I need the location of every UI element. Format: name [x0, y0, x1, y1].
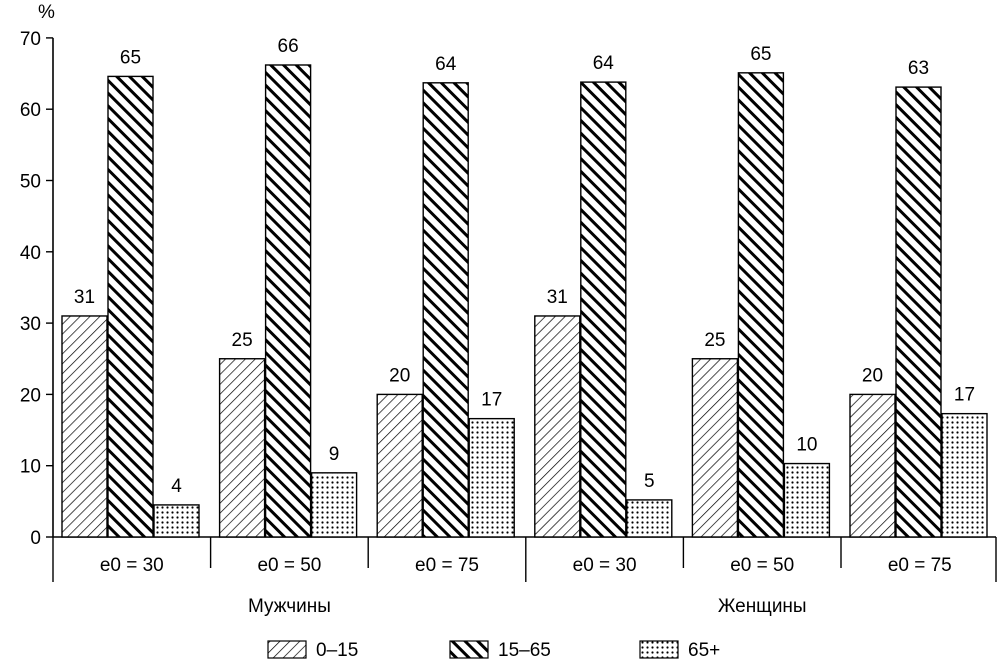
bar-series-0 — [376, 393, 423, 538]
data-label: 65 — [120, 47, 141, 68]
x-tick-label: e0 = 75 — [888, 555, 952, 576]
y-tick-label: 70 — [20, 29, 41, 50]
bar-series-0 — [691, 358, 739, 538]
data-label: 64 — [593, 53, 615, 74]
group-label: Женщины — [718, 596, 807, 617]
data-label: 65 — [750, 44, 771, 65]
bar-series-0 — [534, 315, 581, 538]
bar-series-1 — [107, 75, 154, 538]
y-tick-label: 10 — [20, 457, 41, 478]
y-tick-label: 60 — [20, 100, 41, 121]
y-axis-label: % — [38, 2, 55, 23]
bar-series-2 — [468, 417, 515, 538]
group-label: Мужчины — [248, 596, 331, 617]
legend-swatch-0 — [267, 640, 307, 659]
bar-series-2 — [153, 504, 200, 538]
x-tick-label: e0 = 75 — [415, 555, 479, 576]
bar-series-2 — [941, 412, 988, 538]
data-label: 4 — [171, 476, 182, 497]
y-tick-label: 50 — [20, 172, 41, 193]
bar-series-2 — [626, 499, 673, 538]
data-label: 10 — [796, 435, 817, 456]
data-label: 17 — [481, 390, 502, 411]
data-label: 25 — [232, 330, 253, 351]
data-label: 31 — [547, 287, 568, 308]
legend-swatch-2 — [639, 640, 679, 659]
data-label: 31 — [74, 287, 95, 308]
legend-swatch-1 — [449, 640, 489, 659]
x-tick-label: e0 = 50 — [257, 555, 321, 576]
plot-area: 0 10 20 30 40 50 60 70 31 65 4 e0 = 30 25 66 9 e0 = 50 2… — [20, 29, 997, 661]
data-label: 64 — [435, 54, 457, 75]
legend-label: 65+ — [688, 640, 720, 661]
data-label: 17 — [954, 385, 975, 406]
bar-series-1 — [422, 82, 469, 538]
bar-series-0 — [218, 358, 266, 538]
bar-series-1 — [737, 72, 785, 538]
bar-series-1 — [264, 64, 312, 538]
bar-series-2 — [783, 462, 831, 538]
y-tick-label: 20 — [20, 385, 41, 406]
data-label: 20 — [862, 365, 883, 386]
x-tick-label: e0 = 30 — [573, 555, 637, 576]
legend-label: 15–65 — [498, 640, 551, 661]
legend-label: 0–15 — [316, 640, 358, 661]
data-label: 9 — [329, 444, 340, 465]
bar-series-0 — [61, 315, 108, 538]
bar-series-2 — [310, 472, 358, 538]
bar-series-1 — [580, 81, 627, 538]
x-tick-label: e0 = 30 — [100, 555, 164, 576]
data-label: 20 — [389, 365, 410, 386]
data-label: 25 — [704, 330, 725, 351]
data-label: 5 — [644, 471, 655, 492]
y-tick-label: 0 — [30, 528, 41, 549]
x-tick-label: e0 = 50 — [730, 555, 794, 576]
y-tick-label: 30 — [20, 314, 41, 335]
bar-series-1 — [895, 86, 942, 538]
data-label: 66 — [278, 36, 299, 57]
bar-series-0 — [849, 393, 896, 538]
y-tick-label: 40 — [20, 243, 41, 264]
data-label: 63 — [908, 58, 929, 79]
